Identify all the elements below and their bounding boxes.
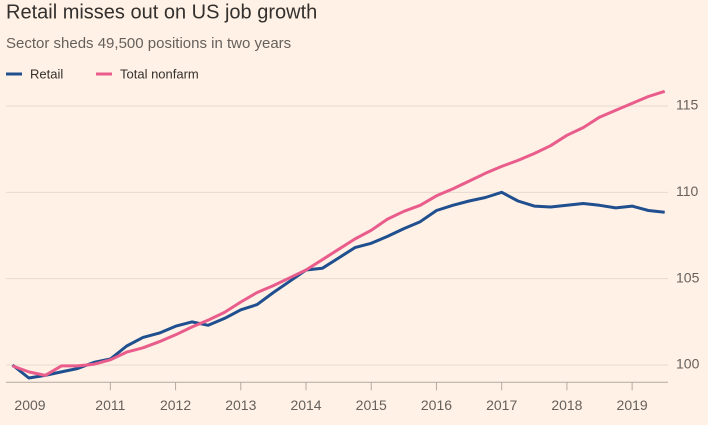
series-line (11, 89, 666, 377)
series-line (11, 190, 665, 380)
y-tick-label: 105 (676, 269, 700, 285)
legend-label: Retail (30, 66, 63, 81)
x-tick-label: 2016 (421, 397, 452, 413)
x-tick-label: 2014 (290, 397, 321, 413)
y-tick-label: 115 (676, 97, 699, 113)
x-tick-label: 2017 (486, 397, 517, 413)
y-tick-label: 110 (676, 183, 699, 199)
x-tick-label: 2012 (160, 397, 191, 413)
y-tick-label: 100 (676, 356, 700, 372)
x-tick-label: 2013 (225, 397, 256, 413)
x-tick-label: 2019 (617, 397, 648, 413)
chart-title: Retail misses out on US job growth (6, 1, 317, 23)
x-tick-label: 2009 (14, 397, 45, 413)
x-tick-label: 2018 (551, 397, 582, 413)
legend-label: Total nonfarm (120, 66, 199, 81)
x-tick-label: 2015 (356, 397, 387, 413)
x-tick-label: 2011 (95, 397, 125, 413)
chart-subtitle: Sector sheds 49,500 positions in two yea… (6, 35, 291, 52)
